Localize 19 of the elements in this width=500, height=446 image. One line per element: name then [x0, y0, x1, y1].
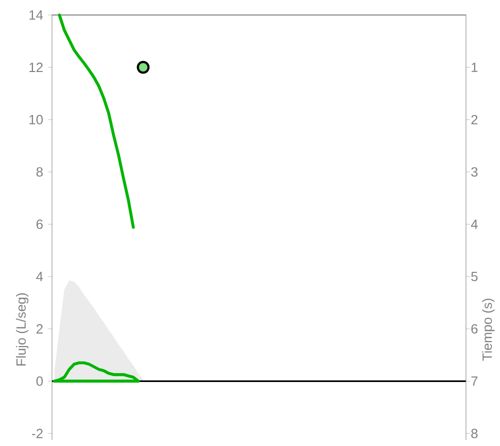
y-tick-label: 0: [36, 376, 43, 386]
y2-tick-label: 8: [471, 428, 478, 438]
y-tick-label: 4: [36, 272, 43, 282]
y2-tick-label: 4: [471, 220, 478, 229]
y-tick-label: -2: [32, 428, 43, 438]
y2-tick-label: 5: [471, 272, 478, 282]
y-tick-label: 12: [29, 62, 43, 72]
y-axis-title: Flujo (L/seg): [16, 293, 28, 366]
y-tick-label: 10: [29, 114, 43, 124]
y-tick-label: 2: [36, 324, 43, 334]
y-tick-label: 8: [36, 167, 43, 177]
y2-tick-label: 2: [471, 114, 478, 124]
y2-tick-label: 6: [471, 324, 478, 334]
y2-tick-label: 3: [471, 167, 478, 177]
y-tick-label: 6: [36, 220, 43, 229]
y-tick-label: 14: [29, 10, 43, 20]
y2-tick-label: 7: [471, 376, 478, 386]
y2-tick-label: 1: [472, 62, 478, 72]
y2-axis-title: Tiempo (s): [482, 298, 495, 361]
